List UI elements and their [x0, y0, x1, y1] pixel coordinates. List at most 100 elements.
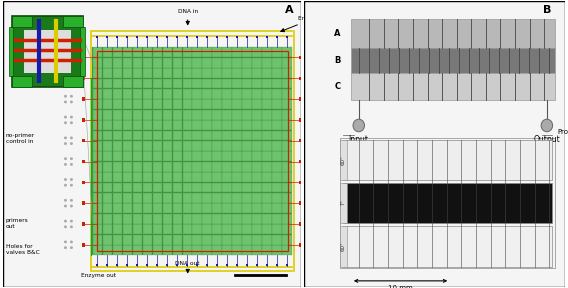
Bar: [282, 214, 292, 224]
Bar: [153, 99, 162, 109]
Circle shape: [311, 240, 315, 243]
Bar: [123, 235, 132, 245]
Bar: [126, 36, 128, 38]
Circle shape: [318, 95, 320, 98]
Text: Enzyme out: Enzyme out: [81, 273, 116, 278]
Bar: [232, 79, 242, 88]
Circle shape: [318, 59, 320, 62]
Bar: [206, 264, 208, 266]
Bar: [93, 120, 102, 130]
Bar: [202, 99, 212, 109]
Bar: [143, 203, 152, 213]
Bar: [299, 160, 302, 163]
Bar: [132, 183, 142, 192]
Circle shape: [70, 59, 73, 62]
Circle shape: [311, 53, 315, 56]
Bar: [182, 141, 192, 151]
Bar: [246, 264, 248, 266]
Bar: [162, 162, 172, 172]
Circle shape: [70, 80, 73, 83]
Bar: [143, 47, 152, 57]
Bar: [123, 141, 132, 151]
Bar: [96, 36, 98, 38]
Bar: [173, 245, 182, 255]
Bar: [173, 193, 182, 203]
Bar: [282, 110, 292, 120]
Bar: [112, 193, 122, 203]
Bar: [273, 141, 282, 151]
Bar: [282, 172, 292, 182]
Bar: [232, 162, 242, 172]
Bar: [282, 120, 292, 130]
Bar: [236, 36, 239, 38]
Bar: [193, 130, 202, 141]
Bar: [112, 235, 122, 245]
Bar: [63, 75, 83, 87]
Bar: [153, 235, 162, 245]
Bar: [202, 203, 212, 213]
Bar: [123, 130, 132, 141]
Bar: [123, 224, 132, 234]
Text: B: B: [334, 56, 340, 65]
Bar: [351, 73, 555, 100]
Bar: [123, 214, 132, 224]
Circle shape: [64, 80, 67, 83]
Bar: [162, 130, 172, 141]
Bar: [243, 47, 252, 57]
Bar: [232, 245, 242, 255]
Bar: [232, 141, 242, 151]
Circle shape: [311, 163, 315, 166]
Bar: [299, 181, 302, 184]
Circle shape: [318, 101, 320, 103]
Bar: [202, 58, 212, 68]
Bar: [243, 141, 252, 151]
Circle shape: [70, 178, 73, 181]
Bar: [93, 224, 102, 234]
Bar: [262, 130, 272, 141]
Bar: [132, 110, 142, 120]
Bar: [93, 130, 102, 141]
Bar: [97, 51, 287, 251]
Bar: [262, 151, 272, 161]
Circle shape: [318, 137, 320, 139]
Bar: [103, 235, 112, 245]
Bar: [273, 58, 282, 68]
Bar: [340, 183, 347, 223]
Bar: [252, 89, 262, 99]
Text: primers
in: primers in: [310, 139, 333, 149]
Circle shape: [318, 157, 320, 160]
Bar: [153, 58, 162, 68]
Circle shape: [64, 184, 67, 187]
Bar: [273, 120, 282, 130]
Bar: [273, 214, 282, 224]
Bar: [223, 214, 232, 224]
Circle shape: [311, 199, 315, 202]
Bar: [162, 58, 172, 68]
Bar: [223, 110, 232, 120]
Bar: [282, 151, 292, 161]
Bar: [223, 47, 232, 57]
Circle shape: [70, 74, 73, 77]
Bar: [286, 36, 289, 38]
Bar: [182, 151, 192, 161]
Bar: [273, 245, 282, 255]
Bar: [243, 172, 252, 182]
Bar: [232, 47, 242, 57]
Bar: [232, 58, 242, 68]
Circle shape: [64, 137, 67, 139]
Circle shape: [70, 157, 73, 160]
Bar: [223, 193, 232, 203]
Bar: [136, 264, 139, 266]
Bar: [193, 58, 202, 68]
Circle shape: [311, 95, 315, 98]
Bar: [273, 89, 282, 99]
Bar: [273, 99, 282, 109]
Bar: [143, 89, 152, 99]
Bar: [103, 120, 112, 130]
Bar: [123, 151, 132, 161]
Circle shape: [311, 80, 315, 83]
Bar: [103, 162, 112, 172]
Bar: [103, 99, 112, 109]
Circle shape: [64, 163, 67, 166]
Circle shape: [318, 53, 320, 56]
